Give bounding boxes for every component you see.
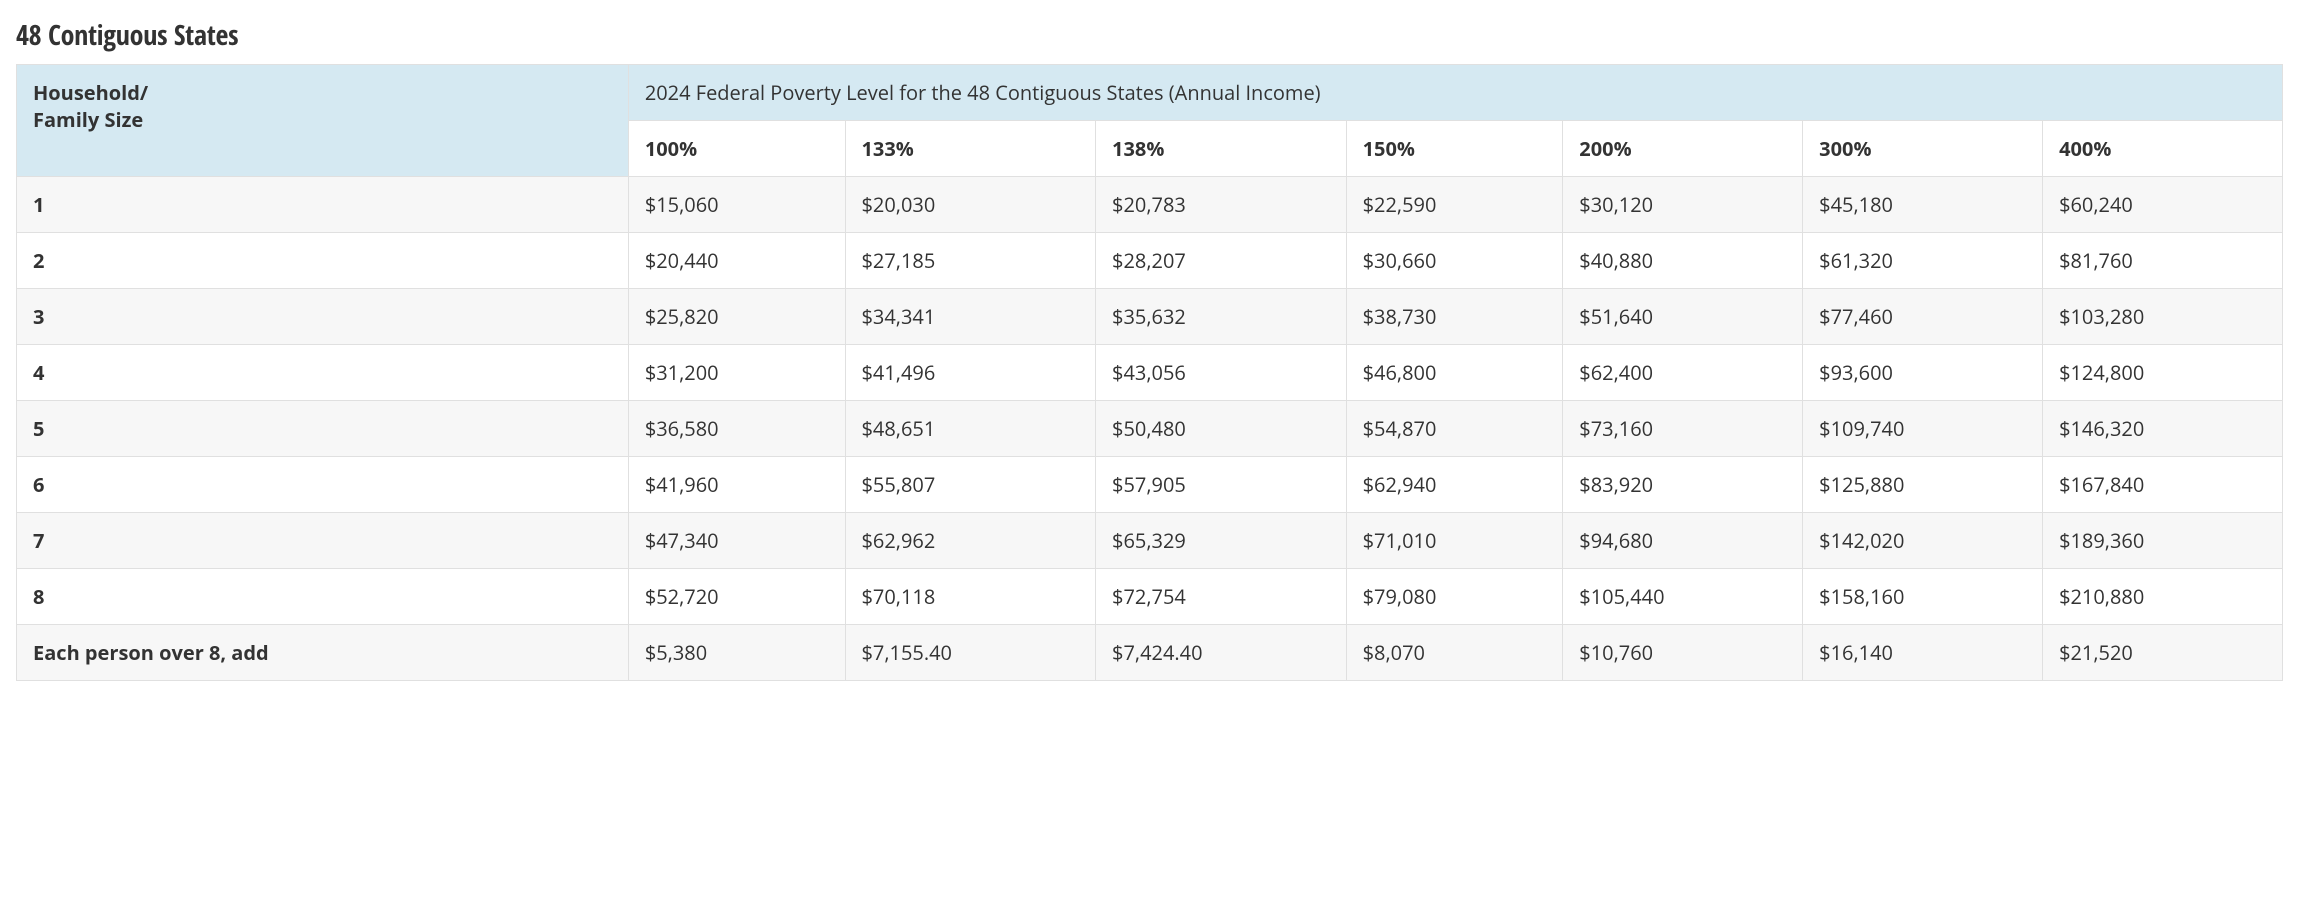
- row-label: 4: [17, 345, 629, 401]
- cell: $15,060: [628, 177, 845, 233]
- table-row: 7 $47,340 $62,962 $65,329 $71,010 $94,68…: [17, 513, 2283, 569]
- cell: $81,760: [2043, 233, 2283, 289]
- cell: $124,800: [2043, 345, 2283, 401]
- row-label: 3: [17, 289, 629, 345]
- table-row: 6 $41,960 $55,807 $57,905 $62,940 $83,92…: [17, 457, 2283, 513]
- cell: $72,754: [1096, 569, 1347, 625]
- cell: $30,660: [1346, 233, 1563, 289]
- cell: $94,680: [1563, 513, 1803, 569]
- table-row: 1 $15,060 $20,030 $20,783 $22,590 $30,12…: [17, 177, 2283, 233]
- cell: $21,520: [2043, 625, 2283, 681]
- table-row: Each person over 8, add $5,380 $7,155.40…: [17, 625, 2283, 681]
- cell: $16,140: [1803, 625, 2043, 681]
- cell: $34,341: [845, 289, 1096, 345]
- row-label: 6: [17, 457, 629, 513]
- cell: $8,070: [1346, 625, 1563, 681]
- col-header: 300%: [1803, 121, 2043, 177]
- cell: $31,200: [628, 345, 845, 401]
- fpl-table: Household/ Family Size 2024 Federal Pove…: [16, 64, 2283, 681]
- cell: $20,440: [628, 233, 845, 289]
- cell: $62,940: [1346, 457, 1563, 513]
- col-header: 138%: [1096, 121, 1347, 177]
- table-row: 2 $20,440 $27,185 $28,207 $30,660 $40,88…: [17, 233, 2283, 289]
- section-title: 48 Contiguous States: [16, 16, 2283, 54]
- col-header: 150%: [1346, 121, 1563, 177]
- table-row: 8 $52,720 $70,118 $72,754 $79,080 $105,4…: [17, 569, 2283, 625]
- table-header-household: Household/ Family Size: [17, 65, 629, 177]
- header-left-line1: Household/: [33, 79, 148, 106]
- cell: $48,651: [845, 401, 1096, 457]
- col-header: 400%: [2043, 121, 2283, 177]
- cell: $83,920: [1563, 457, 1803, 513]
- cell: $22,590: [1346, 177, 1563, 233]
- cell: $40,880: [1563, 233, 1803, 289]
- cell: $60,240: [2043, 177, 2283, 233]
- cell: $27,185: [845, 233, 1096, 289]
- cell: $20,783: [1096, 177, 1347, 233]
- cell: $109,740: [1803, 401, 2043, 457]
- cell: $61,320: [1803, 233, 2043, 289]
- cell: $71,010: [1346, 513, 1563, 569]
- cell: $57,905: [1096, 457, 1347, 513]
- cell: $45,180: [1803, 177, 2043, 233]
- cell: $28,207: [1096, 233, 1347, 289]
- cell: $55,807: [845, 457, 1096, 513]
- cell: $7,155.40: [845, 625, 1096, 681]
- cell: $35,632: [1096, 289, 1347, 345]
- cell: $41,496: [845, 345, 1096, 401]
- row-label: 8: [17, 569, 629, 625]
- cell: $5,380: [628, 625, 845, 681]
- cell: $10,760: [1563, 625, 1803, 681]
- col-header: 100%: [628, 121, 845, 177]
- table-header-banner-row: Household/ Family Size 2024 Federal Pove…: [17, 65, 2283, 121]
- cell: $125,880: [1803, 457, 2043, 513]
- cell: $62,962: [845, 513, 1096, 569]
- cell: $41,960: [628, 457, 845, 513]
- cell: $7,424.40: [1096, 625, 1347, 681]
- header-left-line2: Family Size: [33, 106, 143, 133]
- cell: $50,480: [1096, 401, 1347, 457]
- cell: $65,329: [1096, 513, 1347, 569]
- cell: $158,160: [1803, 569, 2043, 625]
- row-label: 5: [17, 401, 629, 457]
- row-label: 1: [17, 177, 629, 233]
- table-row: 5 $36,580 $48,651 $50,480 $54,870 $73,16…: [17, 401, 2283, 457]
- cell: $93,600: [1803, 345, 2043, 401]
- cell: $210,880: [2043, 569, 2283, 625]
- cell: $25,820: [628, 289, 845, 345]
- cell: $142,020: [1803, 513, 2043, 569]
- cell: $146,320: [2043, 401, 2283, 457]
- cell: $20,030: [845, 177, 1096, 233]
- cell: $54,870: [1346, 401, 1563, 457]
- row-label: 2: [17, 233, 629, 289]
- cell: $79,080: [1346, 569, 1563, 625]
- cell: $38,730: [1346, 289, 1563, 345]
- table-row: 3 $25,820 $34,341 $35,632 $38,730 $51,64…: [17, 289, 2283, 345]
- cell: $167,840: [2043, 457, 2283, 513]
- cell: $62,400: [1563, 345, 1803, 401]
- cell: $52,720: [628, 569, 845, 625]
- cell: $189,360: [2043, 513, 2283, 569]
- row-label: Each person over 8, add: [17, 625, 629, 681]
- cell: $36,580: [628, 401, 845, 457]
- cell: $46,800: [1346, 345, 1563, 401]
- cell: $43,056: [1096, 345, 1347, 401]
- cell: $73,160: [1563, 401, 1803, 457]
- row-label: 7: [17, 513, 629, 569]
- cell: $103,280: [2043, 289, 2283, 345]
- cell: $105,440: [1563, 569, 1803, 625]
- cell: $70,118: [845, 569, 1096, 625]
- table-header-banner: 2024 Federal Poverty Level for the 48 Co…: [628, 65, 2282, 121]
- cell: $47,340: [628, 513, 845, 569]
- col-header: 200%: [1563, 121, 1803, 177]
- col-header: 133%: [845, 121, 1096, 177]
- cell: $51,640: [1563, 289, 1803, 345]
- cell: $77,460: [1803, 289, 2043, 345]
- cell: $30,120: [1563, 177, 1803, 233]
- table-row: 4 $31,200 $41,496 $43,056 $46,800 $62,40…: [17, 345, 2283, 401]
